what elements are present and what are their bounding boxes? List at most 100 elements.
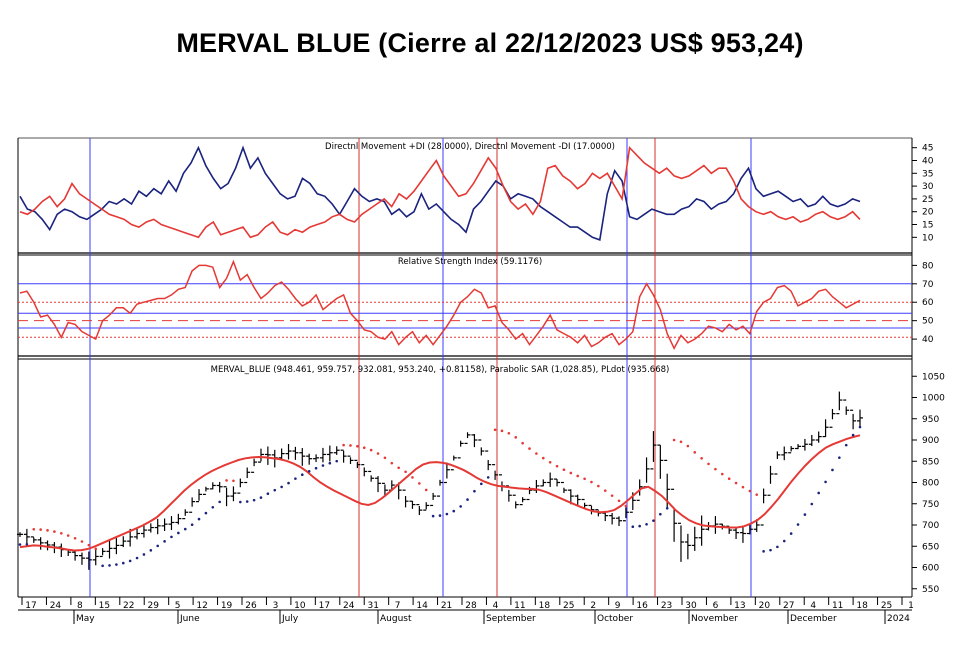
sar-dot xyxy=(741,485,745,489)
price-bar xyxy=(106,539,113,559)
rsi-panel: Relative Strength Index (59.1176) 80 70 60… xyxy=(18,257,934,350)
price-y-tick-label: 650 xyxy=(922,542,939,552)
x-day-label: 25 xyxy=(563,601,574,611)
price-bar xyxy=(554,478,561,487)
price-bar xyxy=(712,516,719,534)
sar-dot xyxy=(183,527,187,531)
price-bar xyxy=(237,478,244,494)
sar-dot xyxy=(734,481,738,485)
price-bar xyxy=(498,474,505,492)
price-bar xyxy=(684,533,691,560)
x-month-label: August xyxy=(380,614,412,624)
price-bar xyxy=(354,459,361,469)
price-bar xyxy=(781,446,788,461)
sar-dot xyxy=(624,504,628,508)
price-bar xyxy=(485,450,492,471)
price-bar xyxy=(850,409,857,430)
sar-dot xyxy=(452,509,456,513)
sar-dot xyxy=(397,466,400,470)
price-bar xyxy=(333,446,340,455)
price-bar xyxy=(154,518,161,535)
price-panel-title: MERVAL_BLUE (948.461, 959.757, 932.081, … xyxy=(211,365,670,375)
sar-dot xyxy=(486,476,490,479)
price-y-tick-label: 700 xyxy=(922,521,939,531)
price-bar xyxy=(78,552,85,565)
price-bar xyxy=(512,494,519,509)
price-bar xyxy=(788,446,795,454)
price-y-tick-label: 550 xyxy=(922,585,939,595)
sar-dot xyxy=(108,564,111,567)
x-day-label: 28 xyxy=(465,601,477,611)
x-day-label: 17 xyxy=(319,601,330,611)
di-plus-line xyxy=(19,145,861,241)
sar-dot xyxy=(135,556,139,560)
dmi-y-tick-label: 10 xyxy=(922,233,934,243)
sar-dot xyxy=(46,529,49,532)
sar-dot xyxy=(466,498,469,501)
sar-dot xyxy=(548,460,552,464)
sar-dot xyxy=(803,513,807,516)
dmi-y-tick-label: 20 xyxy=(922,208,934,218)
x-day-label: 25 xyxy=(881,601,892,611)
x-day-label: 6 xyxy=(713,601,719,611)
x-day-label: 23 xyxy=(661,601,672,611)
sar-dot xyxy=(369,448,373,452)
sar-dot xyxy=(211,505,215,509)
x-day-label: 31 xyxy=(367,601,378,611)
price-bar xyxy=(99,548,106,558)
moving-average-line xyxy=(19,434,861,552)
x-day-label: 18 xyxy=(539,601,551,611)
price-bar xyxy=(340,449,347,463)
price-bar xyxy=(746,524,753,535)
sar-dot xyxy=(39,528,42,531)
price-y-tick-label: 1050 xyxy=(922,372,945,382)
sar-dot xyxy=(266,492,270,496)
price-bar xyxy=(836,391,843,415)
price-bar xyxy=(760,488,767,526)
sar-dot xyxy=(507,431,511,435)
x-day-label: 20 xyxy=(759,601,771,611)
x-day-label: 29 xyxy=(147,601,159,611)
price-bar xyxy=(113,538,120,555)
x-day-label: 27 xyxy=(783,601,794,611)
sar-dot xyxy=(659,512,662,516)
x-day-label: 4 xyxy=(493,601,499,611)
sar-dot xyxy=(177,531,180,535)
price-bar xyxy=(216,481,223,493)
sar-dot xyxy=(411,476,414,479)
rsi-y-tick-label: 70 xyxy=(922,280,934,290)
price-bar xyxy=(347,455,354,465)
sar-dot xyxy=(748,489,752,493)
price-bar xyxy=(92,549,99,566)
price-bar xyxy=(795,444,802,450)
price-bar xyxy=(251,458,258,473)
sar-dot xyxy=(80,540,84,543)
sar-dot xyxy=(679,440,683,444)
price-bar xyxy=(326,445,333,462)
sar-dot xyxy=(686,444,690,448)
sar-dot xyxy=(390,461,394,465)
sar-dot xyxy=(66,534,70,537)
sar-dot xyxy=(25,542,29,546)
x-day-label: 16 xyxy=(636,601,648,611)
sar-dot xyxy=(342,443,345,447)
price-bar xyxy=(175,513,182,525)
x-day-label: 3 xyxy=(273,601,279,611)
price-bar xyxy=(209,482,216,490)
sar-dot xyxy=(528,447,531,450)
price-bar xyxy=(375,476,382,493)
sar-dot xyxy=(190,523,194,526)
price-bar xyxy=(313,454,320,463)
price-bar xyxy=(285,444,292,460)
sar-dot xyxy=(459,505,462,508)
x-day-label: 11 xyxy=(832,601,843,611)
price-bar xyxy=(801,438,808,451)
sar-dot xyxy=(838,456,841,459)
price-bar xyxy=(829,408,836,428)
rsi-y-tick-label: 50 xyxy=(922,317,934,327)
sar-dot xyxy=(225,479,228,482)
price-bar xyxy=(774,451,781,475)
price-bar xyxy=(244,467,251,484)
x-day-label: 14 xyxy=(416,601,428,611)
sar-dot xyxy=(672,438,676,442)
